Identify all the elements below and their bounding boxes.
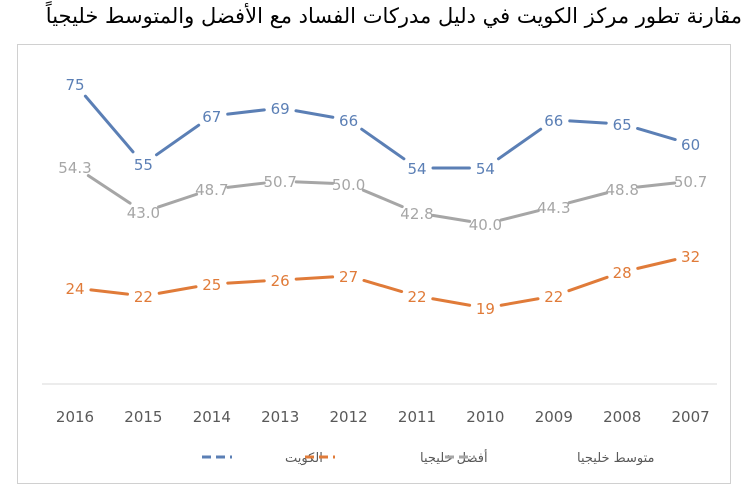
data-label: 22 bbox=[134, 288, 153, 306]
data-label: 66 bbox=[339, 112, 358, 130]
data-label: 25 bbox=[202, 276, 221, 294]
series-line-segment bbox=[362, 278, 404, 294]
data-label: 67 bbox=[202, 108, 221, 126]
series-0: 75 55 67 69 66 54 54 66 65 60 bbox=[65, 76, 700, 178]
data-label: 24 bbox=[65, 280, 84, 298]
series-line-segment bbox=[226, 108, 266, 116]
data-label: 22 bbox=[544, 288, 563, 306]
data-label: 54 bbox=[407, 160, 426, 178]
data-label: 66 bbox=[544, 112, 563, 130]
legend-entry: متوسط خليجيا bbox=[445, 451, 655, 466]
data-label: 28 bbox=[613, 264, 632, 282]
series-line-segment bbox=[431, 213, 472, 223]
data-label: 48.8 bbox=[605, 181, 638, 199]
x-tick-label: 2012 bbox=[330, 408, 368, 426]
data-label: 43.0 bbox=[127, 204, 160, 222]
data-label: 19 bbox=[476, 300, 495, 318]
series-1: 24 22 25 26 27 22 19 22 28 32 bbox=[65, 248, 700, 318]
series-line-segment bbox=[226, 181, 266, 189]
data-label: 22 bbox=[407, 288, 426, 306]
series-line-segment bbox=[567, 275, 609, 293]
series-line-segment bbox=[157, 285, 198, 295]
data-label: 50.7 bbox=[674, 173, 707, 191]
series-line-segment bbox=[89, 288, 130, 296]
series-line-segment bbox=[499, 209, 540, 222]
data-label: 44.3 bbox=[537, 199, 570, 217]
series-line-segment bbox=[636, 126, 677, 142]
series-line-segment bbox=[294, 275, 335, 281]
data-label: 32 bbox=[681, 248, 700, 266]
x-tick-label: 2014 bbox=[193, 408, 231, 426]
data-label: 54 bbox=[476, 160, 495, 178]
data-label: 40.0 bbox=[469, 216, 502, 234]
x-tick-label: 2015 bbox=[124, 408, 162, 426]
data-label: 75 bbox=[65, 76, 84, 94]
series-line-segment bbox=[294, 180, 335, 185]
data-label: 27 bbox=[339, 268, 358, 286]
series-line-segment bbox=[431, 297, 472, 307]
series-line-segment bbox=[360, 127, 406, 161]
data-label: 65 bbox=[613, 116, 632, 134]
series-line-segment bbox=[567, 191, 609, 205]
x-tick-label: 2008 bbox=[603, 408, 641, 426]
series-line-segment bbox=[499, 297, 540, 307]
series-2: 54.3 43.0 48.7 50.7 50.0 42.8 40.0 44.3 48.8 50.7 bbox=[58, 159, 707, 234]
series-line-segment bbox=[496, 127, 543, 161]
series-line-segment bbox=[83, 94, 135, 154]
series-line-segment bbox=[568, 119, 608, 125]
x-tick-label: 2016 bbox=[56, 408, 94, 426]
legend-label: متوسط خليجيا bbox=[577, 451, 655, 466]
series-line-segment bbox=[86, 174, 132, 205]
data-label: 69 bbox=[271, 100, 290, 118]
series-line-segment bbox=[636, 258, 677, 270]
data-label: 26 bbox=[271, 272, 290, 290]
data-label: 50.7 bbox=[263, 173, 296, 191]
chart-frame bbox=[17, 44, 731, 484]
series-line-segment bbox=[361, 188, 404, 209]
legend-entry: الكويت bbox=[202, 451, 323, 466]
series-line-segment bbox=[294, 109, 335, 119]
data-label: 50.0 bbox=[332, 176, 365, 194]
data-label: 42.8 bbox=[400, 205, 433, 223]
series-line-segment bbox=[157, 192, 199, 209]
x-tick-label: 2009 bbox=[535, 408, 573, 426]
series-line-segment bbox=[154, 123, 201, 157]
data-label: 55 bbox=[134, 156, 153, 174]
series-line-segment bbox=[636, 181, 677, 189]
data-label: 60 bbox=[681, 136, 700, 154]
data-label: 48.7 bbox=[195, 181, 228, 199]
x-tick-label: 2010 bbox=[466, 408, 504, 426]
x-tick-label: 2013 bbox=[261, 408, 299, 426]
x-tick-label: 2007 bbox=[672, 408, 710, 426]
data-label: 54.3 bbox=[58, 159, 91, 177]
chart-title: مقارنة تطور مركز الكويت في دليل مدركات ا… bbox=[45, 4, 742, 28]
legend-label: الكويت bbox=[285, 451, 323, 466]
series-line-segment bbox=[226, 279, 266, 285]
x-tick-label: 2011 bbox=[398, 408, 436, 426]
